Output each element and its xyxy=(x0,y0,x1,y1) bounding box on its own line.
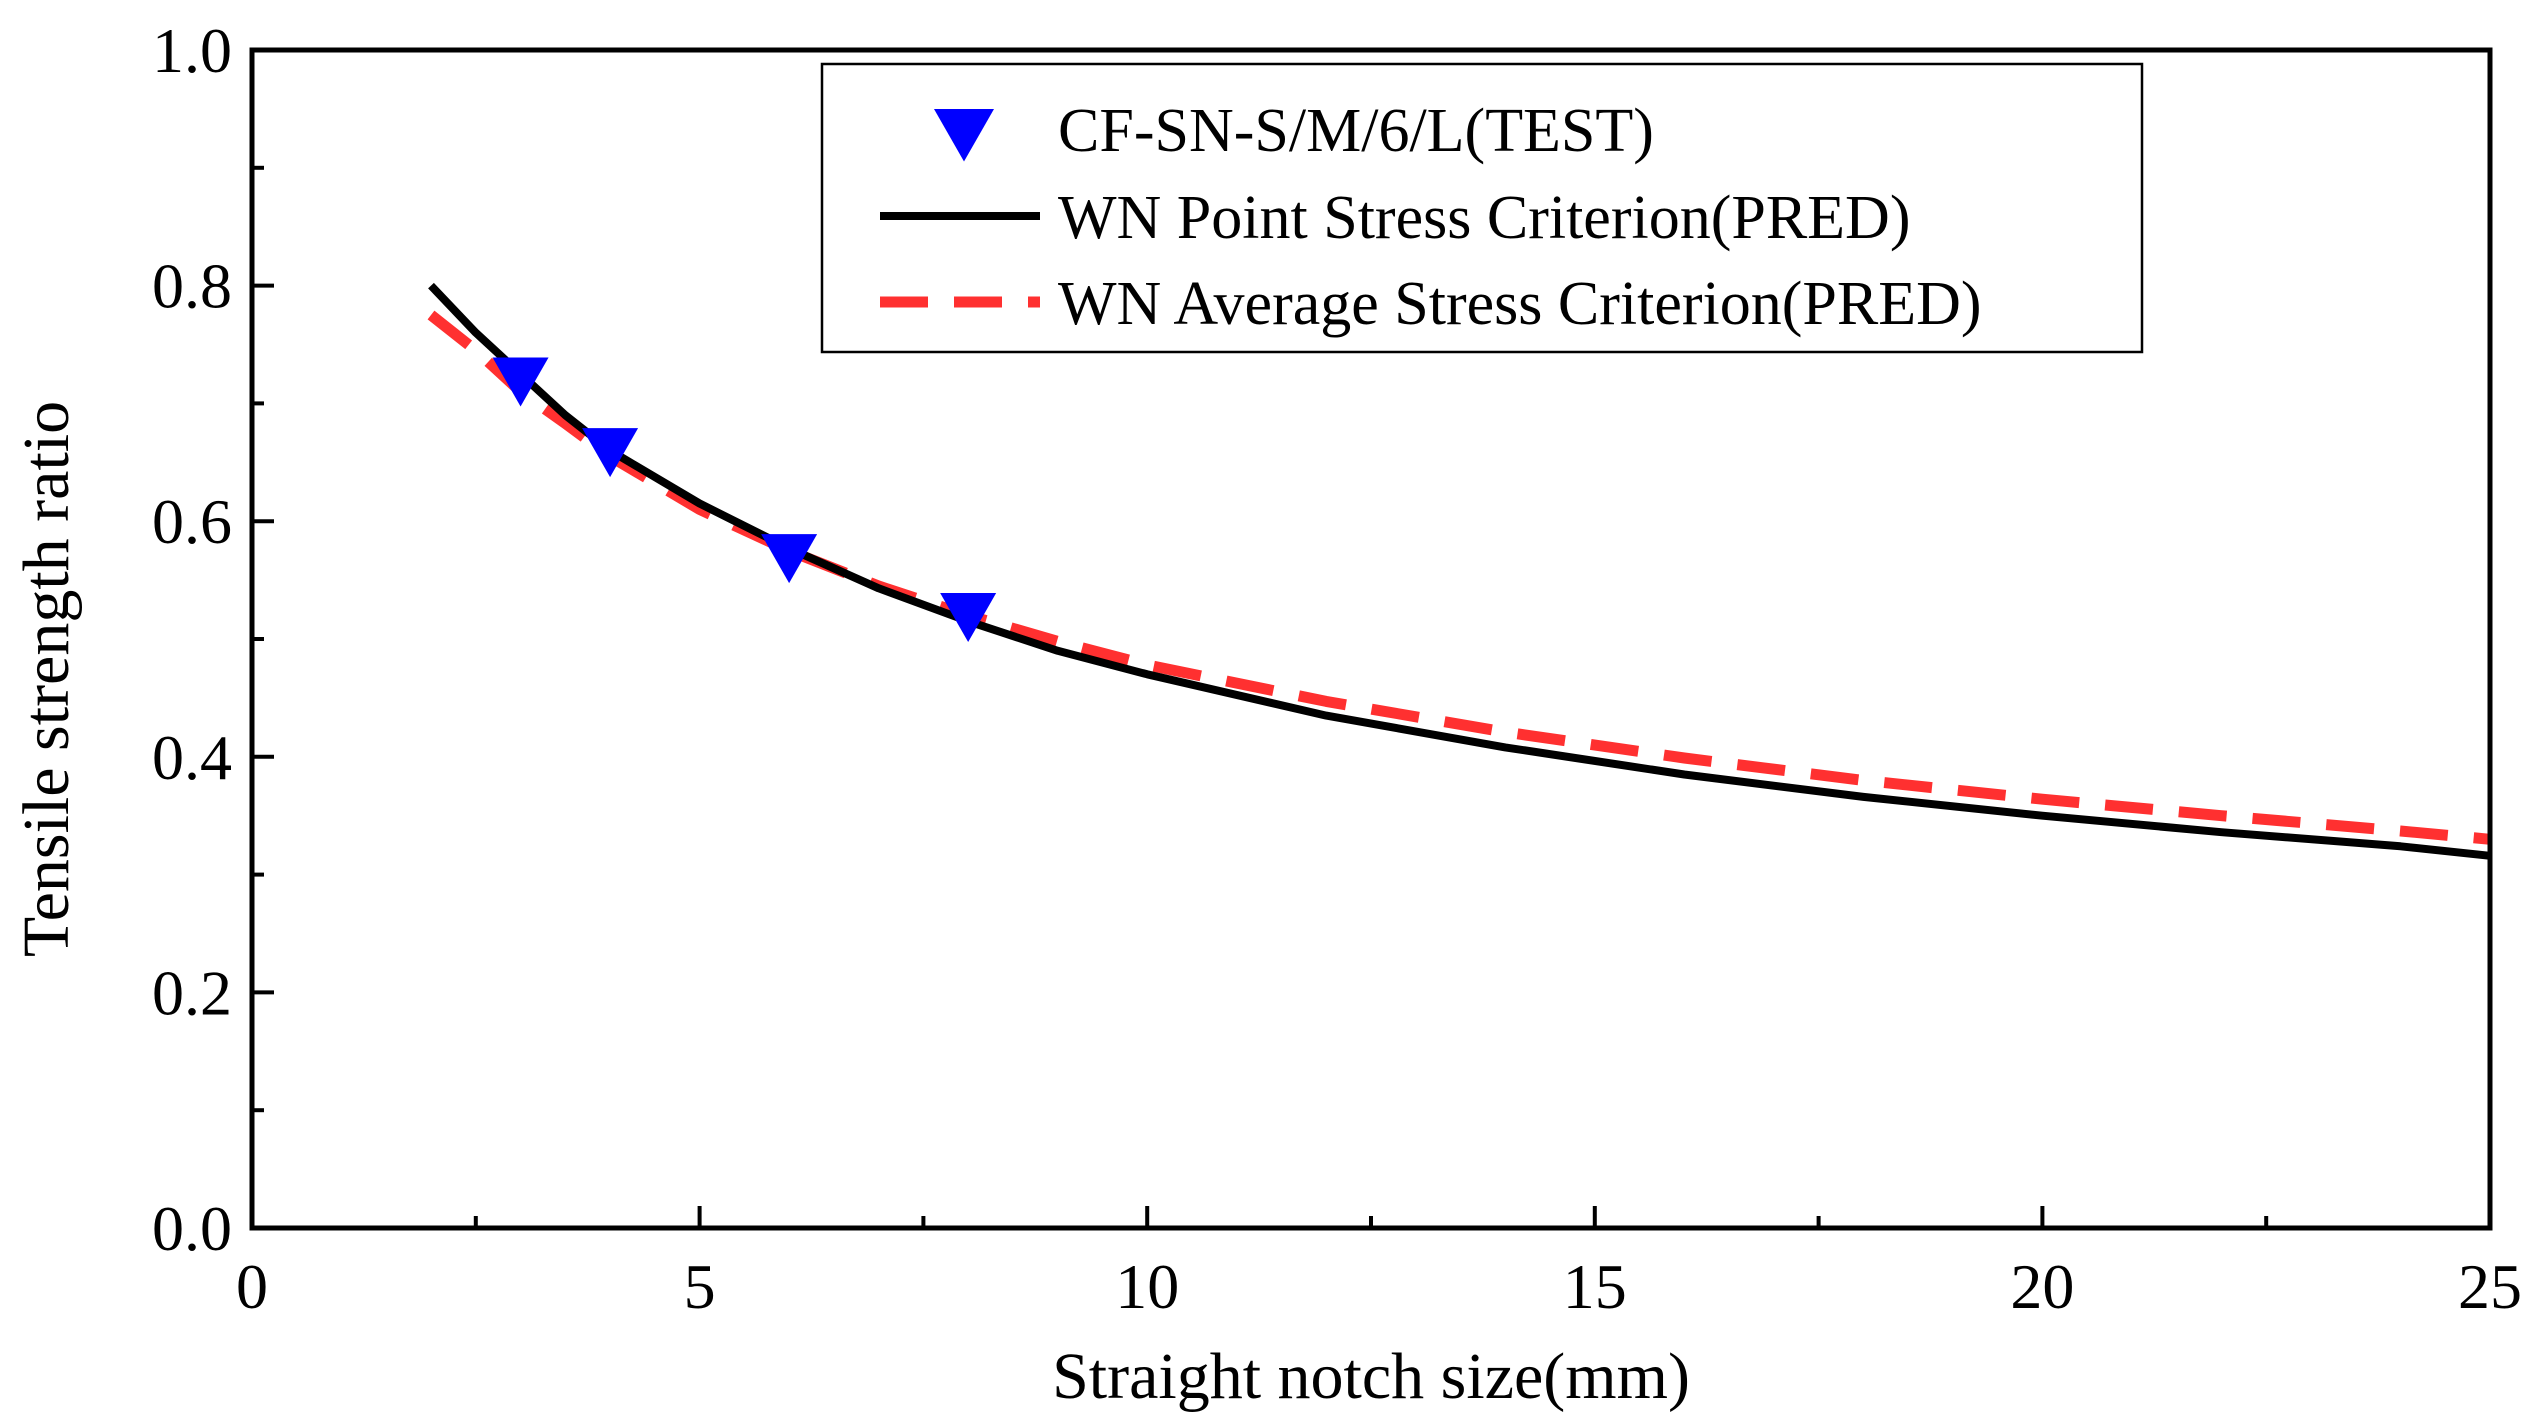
test-data-point xyxy=(761,534,818,584)
x-axis-title: Straight notch size(mm) xyxy=(1052,1340,1690,1413)
y-tick-label: 0.4 xyxy=(152,722,232,793)
test-data-point xyxy=(582,428,639,478)
legend-label-point-stress: WN Point Stress Criterion(PRED) xyxy=(1058,184,1910,252)
x-tick-label: 5 xyxy=(684,1251,716,1322)
legend-label-average-stress: WN Average Stress Criterion(PRED) xyxy=(1058,270,1982,338)
point-stress-line xyxy=(428,282,2491,860)
y-tick-label: 0.8 xyxy=(152,251,232,322)
test-data-point xyxy=(940,593,997,643)
legend-box xyxy=(820,62,2144,354)
x-tick-label: 15 xyxy=(1563,1251,1627,1322)
y-tick-label: 1.0 xyxy=(152,15,232,86)
y-tick-label: 0.0 xyxy=(152,1193,232,1264)
test-data-point xyxy=(492,357,549,407)
x-tick-label: 10 xyxy=(1115,1251,1179,1322)
legend-label-test: CF-SN-S/M/6/L(TEST) xyxy=(1058,97,1654,165)
y-tick-label: 0.6 xyxy=(152,486,232,557)
x-tick-label: 0 xyxy=(236,1251,268,1322)
x-tick-label: 20 xyxy=(2010,1251,2074,1322)
ticks-layer: 0 5 10 15 20 25 0.0 0.2 0.4 0.6 0.8 1.0 xyxy=(152,15,2522,1322)
x-tick-label: 25 xyxy=(2458,1251,2522,1322)
y-tick-label: 0.2 xyxy=(152,957,232,1028)
legend: CF-SN-S/M/6/L(TEST) WN Point Stress Crit… xyxy=(820,62,2144,354)
average-stress-line xyxy=(427,310,2491,845)
legend-marker-test-icon xyxy=(934,109,994,162)
y-axis-title: Tensile strength ratio xyxy=(10,401,83,957)
series-layer xyxy=(427,282,2491,860)
